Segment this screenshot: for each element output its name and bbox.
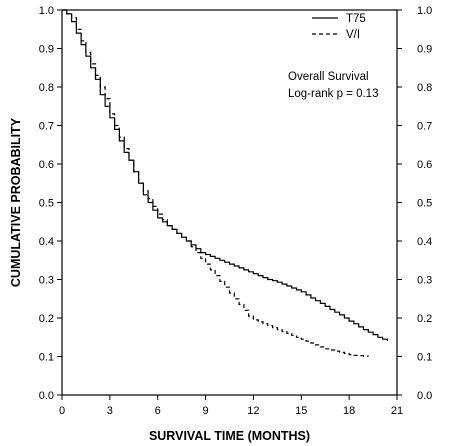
y-tick-label-right: 0.4: [417, 236, 432, 248]
y-tick-label-right: 0.3: [417, 275, 432, 287]
y-tick-label-right: 0.9: [417, 44, 432, 56]
x-axis-title: SURVIVAL TIME (MONTHS): [149, 429, 310, 443]
legend: T75 V/I: [312, 13, 366, 41]
x-tick-label: 3: [107, 405, 113, 417]
y-tick-label-left: 0.3: [39, 275, 54, 287]
y-tick-label-left: 0.1: [39, 352, 54, 364]
y-tick-label-left: 0.0: [39, 390, 54, 402]
x-tick-label: 12: [247, 405, 259, 417]
y-tick-label-left: 0.6: [39, 159, 54, 171]
series-layer: [62, 9, 388, 357]
series-line-t75: [62, 9, 388, 342]
x-tick-label: 15: [295, 405, 307, 417]
y-tick-label-left: 0.9: [39, 44, 54, 56]
y-tick-label-left: 0.8: [39, 82, 54, 94]
x-tick-label: 18: [343, 405, 355, 417]
y-tick-label-left: 0.2: [39, 313, 54, 325]
y-tick-label-left: 0.4: [39, 236, 54, 248]
y-axis-title: CUMULATIVE PROBABILITY: [9, 117, 23, 287]
annotation-title: Overall Survival: [288, 71, 369, 83]
y-tick-label-left: 1.0: [39, 5, 54, 17]
y-tick-label-right: 0.5: [417, 198, 432, 210]
annotation-pvalue: Log-rank p = 0.13: [288, 88, 378, 100]
y-tick-label-right: 1.0: [417, 5, 432, 17]
plot-frame: [61, 9, 398, 396]
x-tick-label: 9: [203, 405, 209, 417]
y-tick-label-right: 0.6: [417, 159, 432, 171]
axes: 0.0 0.0 0.1 0.1 0.2 0.2 0.3 0.3 0.4 0.4 0.5 0.5 0.6 0…: [39, 5, 433, 417]
y-tick-label-right: 0.1: [417, 352, 432, 364]
x-tick-label: 0: [59, 405, 65, 417]
x-tick-label: 21: [391, 405, 403, 417]
y-tick-label-right: 0.8: [417, 82, 432, 94]
legend-label-t75: T75: [346, 13, 366, 25]
y-tick-label-left: 0.5: [39, 198, 54, 210]
y-tick-label-right: 0.2: [417, 313, 432, 325]
y-tick-label-left: 0.7: [39, 121, 54, 133]
y-tick-label-right: 0.7: [417, 121, 432, 133]
series-line-vi: [62, 9, 369, 357]
legend-label-vi: V/I: [346, 29, 360, 41]
y-tick-label-right: 0.0: [417, 390, 432, 402]
x-tick-label: 6: [155, 405, 161, 417]
